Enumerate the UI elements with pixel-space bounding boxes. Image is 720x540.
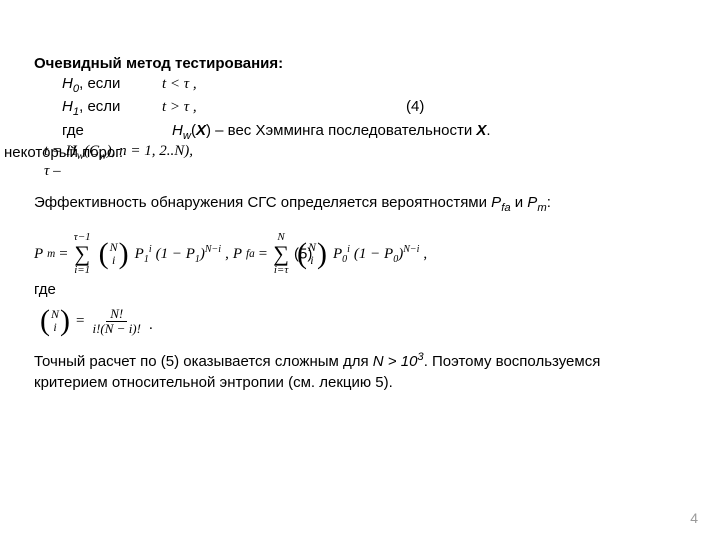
sum2-bot: i=τ — [274, 265, 288, 276]
sum-2: N ∑ i=τ — [273, 232, 289, 276]
bd-num: N! — [106, 307, 127, 322]
hw-h: H — [172, 122, 183, 139]
bd-eq: = — [76, 313, 84, 330]
eff-pm-sub: m — [537, 202, 546, 214]
term2b: (1 − P0)N−i — [354, 244, 419, 265]
slide-body: Очевидный метод тестирования: H0, если t… — [0, 0, 720, 540]
hw-x2: X — [476, 122, 486, 139]
eff-and: и — [511, 194, 528, 211]
bd-bot: i — [53, 321, 56, 334]
row-t-overlap: t = Hw(Cw), n = 1, 2..N), некоторый поро… — [34, 141, 686, 161]
bd-frac: N! i!(N − i)! — [88, 307, 144, 337]
pm-tail: , — [423, 246, 427, 263]
sum-1: τ−1 ∑ i=1 — [74, 232, 91, 276]
porog-pre: некоторый — [4, 144, 82, 161]
pm-lhs-sub: m — [47, 248, 55, 260]
term1a: P1i — [135, 244, 152, 265]
formula-pm-pfa: Pm = τ−1 ∑ i=1 ( Ni ) P1i (1 − P1)N−i , … — [34, 232, 686, 276]
row-eff: Эффективность обнаружения СГС определяет… — [34, 193, 686, 216]
row-h1: H1, если t > τ , (4) — [34, 97, 686, 120]
binom-def: ( Ni ) — [40, 306, 70, 336]
pfa-lhs: P — [233, 246, 242, 263]
eq-number-5: (5) — [294, 246, 312, 263]
h0-formula: t < τ , — [162, 74, 197, 94]
eff-pre: Эффективность обнаружения СГС определяет… — [34, 194, 491, 211]
final-pre: Точный расчет по (5) оказывается сложным… — [34, 353, 373, 370]
hw-text: – вес Хэмминга последовательности — [211, 122, 476, 139]
h0-text: , если — [79, 75, 120, 92]
pm-comma: , — [225, 246, 229, 263]
eff-pfa-sub: fa — [501, 202, 510, 214]
where-label: где — [62, 122, 84, 139]
h1-var: H — [62, 98, 73, 115]
binom-1: ( Ni ) — [99, 239, 129, 269]
tau-sym: τ – — [44, 161, 61, 181]
pfa-lhs-sub: fa — [246, 248, 255, 260]
eff-pfa: P — [491, 194, 501, 211]
eff-pm: P — [527, 194, 537, 211]
term1b: (1 − P1)N−i — [156, 244, 221, 265]
b1-bot: i — [112, 254, 115, 267]
pm-lhs: P — [34, 246, 43, 263]
pm-eq2: = — [259, 246, 267, 263]
where2: где — [34, 280, 686, 300]
h0-var: H — [62, 75, 73, 92]
row-where: где Hw(X) – вес Хэмминга последовательно… — [34, 121, 686, 141]
eff-colon: : — [547, 194, 551, 211]
hw-x: X — [196, 122, 206, 139]
final-var: N > 10 — [373, 353, 418, 370]
final-paragraph: Точный расчет по (5) оказывается сложным… — [34, 350, 674, 393]
formula-binom-def: ( Ni ) = N! i!(N − i)! . — [38, 306, 686, 336]
hw-dot: . — [486, 122, 490, 139]
page-number: 4 — [690, 510, 698, 526]
h1-text: , если — [79, 98, 120, 115]
porog-mid: порог. — [82, 144, 123, 161]
h1-formula: t > τ , — [162, 97, 197, 117]
bd-den: i!(N − i)! — [88, 322, 144, 336]
bd-tail: . — [149, 317, 153, 336]
heading: Очевидный метод тестирования: — [34, 54, 686, 74]
pm-eq1: = — [59, 246, 67, 263]
row-tau: τ – — [34, 161, 686, 179]
term2a: P0i — [333, 244, 350, 265]
row-h0: H0, если t < τ , — [34, 74, 686, 97]
eq-number-4: (4) — [406, 97, 424, 117]
hw-sub: w — [183, 130, 191, 142]
sum1-bot: i=1 — [74, 265, 90, 276]
